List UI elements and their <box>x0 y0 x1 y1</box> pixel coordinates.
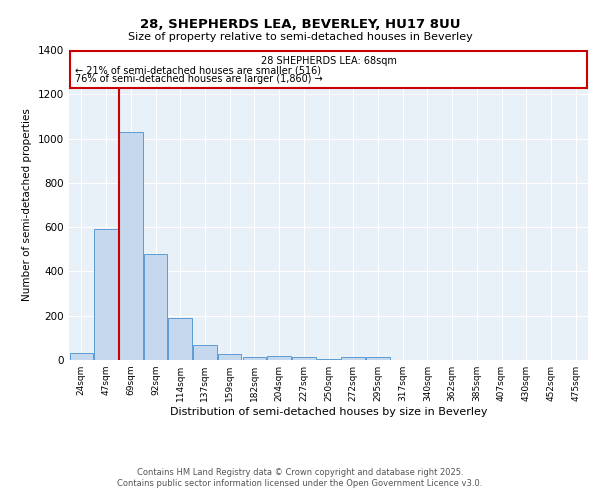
FancyBboxPatch shape <box>70 51 587 88</box>
Text: ← 21% of semi-detached houses are smaller (516): ← 21% of semi-detached houses are smalle… <box>75 66 321 76</box>
Text: Contains HM Land Registry data © Crown copyright and database right 2025.
Contai: Contains HM Land Registry data © Crown c… <box>118 468 482 487</box>
Bar <box>119 132 143 360</box>
Bar <box>341 356 365 360</box>
Bar <box>268 356 291 360</box>
Text: 76% of semi-detached houses are larger (1,860) →: 76% of semi-detached houses are larger (… <box>75 74 323 85</box>
Text: 28 SHEPHERDS LEA: 68sqm: 28 SHEPHERDS LEA: 68sqm <box>260 56 397 66</box>
Bar <box>218 354 241 360</box>
Bar <box>317 359 340 360</box>
Bar <box>242 356 266 360</box>
Bar <box>94 230 118 360</box>
X-axis label: Distribution of semi-detached houses by size in Beverley: Distribution of semi-detached houses by … <box>170 407 487 417</box>
Bar <box>193 344 217 360</box>
Bar <box>70 354 93 360</box>
Bar <box>366 356 389 360</box>
Bar <box>292 356 316 360</box>
Bar <box>144 254 167 360</box>
Bar <box>169 318 192 360</box>
Text: 28, SHEPHERDS LEA, BEVERLEY, HU17 8UU: 28, SHEPHERDS LEA, BEVERLEY, HU17 8UU <box>140 18 460 30</box>
Text: Size of property relative to semi-detached houses in Beverley: Size of property relative to semi-detach… <box>128 32 472 42</box>
Y-axis label: Number of semi-detached properties: Number of semi-detached properties <box>22 108 32 302</box>
